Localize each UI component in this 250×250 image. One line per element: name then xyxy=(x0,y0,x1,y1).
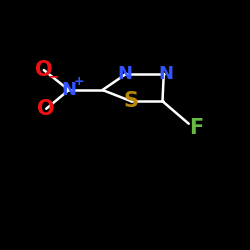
Text: O: O xyxy=(35,60,52,80)
Text: O: O xyxy=(38,99,55,119)
Text: F: F xyxy=(189,118,204,138)
Text: N: N xyxy=(61,81,76,99)
Text: N: N xyxy=(118,65,132,83)
Text: +: + xyxy=(74,75,84,88)
Text: S: S xyxy=(124,91,139,111)
Text: N: N xyxy=(159,65,174,83)
Text: −: − xyxy=(48,69,60,83)
